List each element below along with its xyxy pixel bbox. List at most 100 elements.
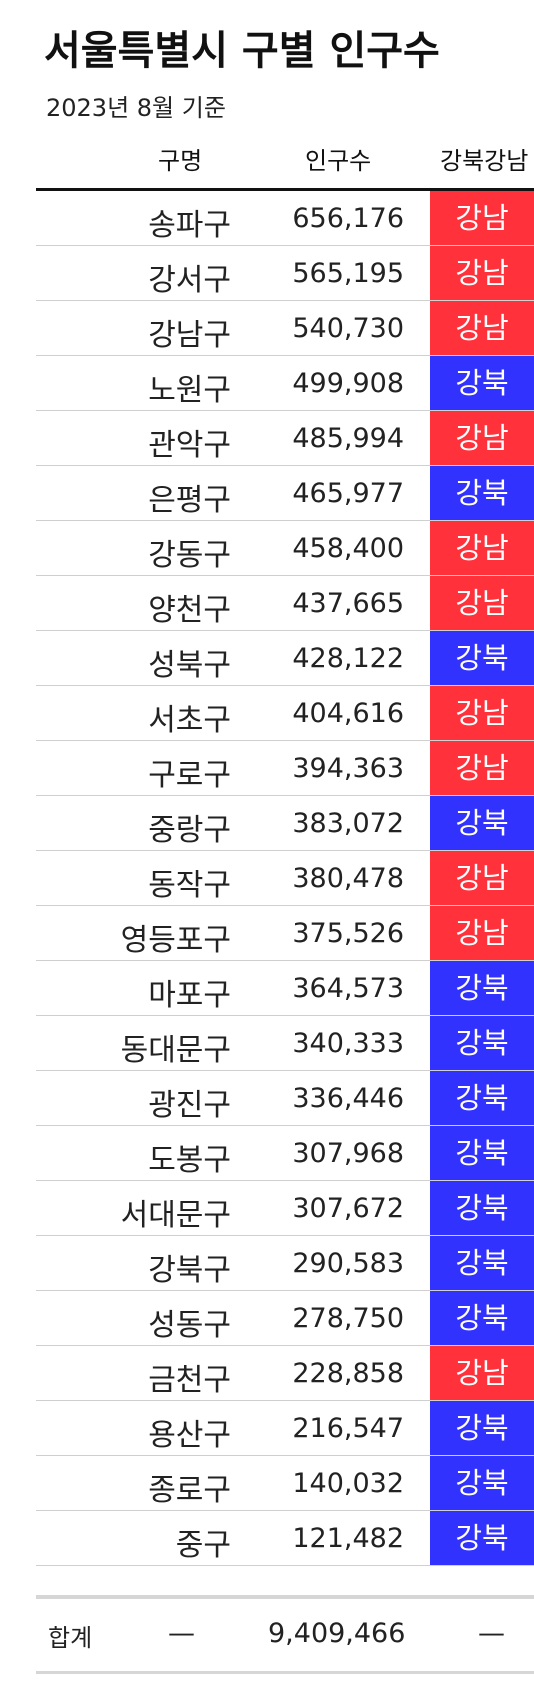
district-name: 강남구 bbox=[148, 318, 231, 353]
district-population: 340,333 bbox=[292, 1028, 404, 1059]
district-population: 375,526 bbox=[292, 918, 404, 949]
total-region: — bbox=[478, 1618, 505, 1649]
district-population: 465,977 bbox=[292, 478, 404, 509]
district-population: 458,400 bbox=[292, 533, 404, 564]
table-row: 노원구 499,908 강북 bbox=[36, 356, 534, 411]
header-divider bbox=[36, 188, 534, 191]
region-badge: 강북 bbox=[430, 961, 534, 1015]
district-population: 290,583 bbox=[292, 1248, 404, 1279]
table-row: 강서구 565,195 강남 bbox=[36, 246, 534, 301]
district-name: 강동구 bbox=[148, 538, 231, 573]
region-badge: 강북 bbox=[430, 1511, 534, 1565]
table-row: 동대문구 340,333 강북 bbox=[36, 1016, 534, 1071]
district-name: 서초구 bbox=[148, 703, 231, 738]
table-row: 용산구 216,547 강북 bbox=[36, 1401, 534, 1456]
region-badge: 강북 bbox=[430, 631, 534, 685]
column-header-population: 인구수 bbox=[305, 147, 372, 175]
district-population: 216,547 bbox=[292, 1413, 404, 1444]
region-badge: 강북 bbox=[430, 1236, 534, 1290]
district-name: 종로구 bbox=[148, 1473, 231, 1508]
total-population: 9,409,466 bbox=[268, 1618, 406, 1649]
region-badge: 강남 bbox=[430, 906, 534, 960]
region-badge: 강북 bbox=[430, 1456, 534, 1510]
table-row: 은평구 465,977 강북 bbox=[36, 466, 534, 521]
district-population: 499,908 bbox=[292, 368, 404, 399]
district-name: 송파구 bbox=[148, 208, 231, 243]
region-badge: 강남 bbox=[430, 246, 534, 300]
table-row: 강동구 458,400 강남 bbox=[36, 521, 534, 576]
table-row: 양천구 437,665 강남 bbox=[36, 576, 534, 631]
table-row: 성북구 428,122 강북 bbox=[36, 631, 534, 686]
column-header-name: 구명 bbox=[158, 147, 203, 175]
district-name: 강북구 bbox=[148, 1253, 231, 1288]
region-badge: 강북 bbox=[430, 356, 534, 410]
total-name: — bbox=[168, 1618, 195, 1649]
district-name: 구로구 bbox=[148, 758, 231, 793]
region-badge: 강북 bbox=[430, 1071, 534, 1125]
region-badge: 강북 bbox=[430, 1401, 534, 1455]
region-badge: 강남 bbox=[430, 741, 534, 795]
region-badge: 강남 bbox=[430, 301, 534, 355]
district-name: 양천구 bbox=[148, 593, 231, 628]
district-name: 강서구 bbox=[148, 263, 231, 298]
table-row: 강북구 290,583 강북 bbox=[36, 1236, 534, 1291]
table-row: 도봉구 307,968 강북 bbox=[36, 1126, 534, 1181]
district-name: 금천구 bbox=[148, 1363, 231, 1398]
district-population: 404,616 bbox=[292, 698, 404, 729]
region-badge: 강북 bbox=[430, 1181, 534, 1235]
region-badge: 강북 bbox=[430, 466, 534, 520]
page-title: 서울특별시 구별 인구수 bbox=[44, 28, 440, 74]
table-row: 서초구 404,616 강남 bbox=[36, 686, 534, 741]
district-name: 관악구 bbox=[148, 428, 231, 463]
table-row: 송파구 656,176 강남 bbox=[36, 191, 534, 246]
table-row: 마포구 364,573 강북 bbox=[36, 961, 534, 1016]
district-population: 121,482 bbox=[292, 1523, 404, 1554]
district-name: 중구 bbox=[175, 1528, 231, 1563]
table-row: 관악구 485,994 강남 bbox=[36, 411, 534, 466]
district-population: 364,573 bbox=[292, 973, 404, 1004]
district-population: 394,363 bbox=[292, 753, 404, 784]
region-badge: 강남 bbox=[430, 521, 534, 575]
district-population: 380,478 bbox=[292, 863, 404, 894]
region-badge: 강남 bbox=[430, 1346, 534, 1400]
district-name: 마포구 bbox=[148, 978, 231, 1013]
table-row: 금천구 228,858 강남 bbox=[36, 1346, 534, 1401]
table-row: 서대문구 307,672 강북 bbox=[36, 1181, 534, 1236]
district-name: 중랑구 bbox=[148, 813, 231, 848]
district-population: 656,176 bbox=[292, 203, 404, 234]
district-population: 336,446 bbox=[292, 1083, 404, 1114]
table-row: 구로구 394,363 강남 bbox=[36, 741, 534, 796]
table-row: 광진구 336,446 강북 bbox=[36, 1071, 534, 1126]
page-subtitle: 2023년 8월 기준 bbox=[46, 94, 226, 122]
district-name: 용산구 bbox=[148, 1418, 231, 1453]
region-badge: 강북 bbox=[430, 1291, 534, 1345]
district-population: 228,858 bbox=[292, 1358, 404, 1389]
table-row: 종로구 140,032 강북 bbox=[36, 1456, 534, 1511]
district-name: 동작구 bbox=[148, 868, 231, 903]
table-body: 송파구 656,176 강남 강서구 565,195 강남 강남구 540,730 강남 노원구 4… bbox=[36, 191, 534, 1566]
table-row: 중구 121,482 강북 bbox=[36, 1511, 534, 1566]
region-badge: 강남 bbox=[430, 411, 534, 465]
bottom-divider bbox=[36, 1671, 534, 1674]
district-population: 428,122 bbox=[292, 643, 404, 674]
column-header-region: 강북강남 bbox=[440, 147, 529, 175]
district-name: 도봉구 bbox=[148, 1143, 231, 1178]
region-badge: 강남 bbox=[430, 851, 534, 905]
district-population: 485,994 bbox=[292, 423, 404, 454]
region-badge: 강북 bbox=[430, 1016, 534, 1070]
district-population: 307,968 bbox=[292, 1138, 404, 1169]
district-name: 동대문구 bbox=[120, 1033, 231, 1068]
table-row: 영등포구 375,526 강남 bbox=[36, 906, 534, 961]
district-population: 278,750 bbox=[292, 1303, 404, 1334]
district-name: 노원구 bbox=[148, 373, 231, 408]
table-row: 동작구 380,478 강남 bbox=[36, 851, 534, 906]
region-badge: 강남 bbox=[430, 576, 534, 630]
district-population: 540,730 bbox=[292, 313, 404, 344]
district-name: 영등포구 bbox=[120, 923, 231, 958]
district-population: 383,072 bbox=[292, 808, 404, 839]
table-row: 강남구 540,730 강남 bbox=[36, 301, 534, 356]
table-row: 성동구 278,750 강북 bbox=[36, 1291, 534, 1346]
district-name: 서대문구 bbox=[120, 1198, 231, 1233]
total-label: 합계 bbox=[48, 1624, 93, 1652]
district-name: 광진구 bbox=[148, 1088, 231, 1123]
